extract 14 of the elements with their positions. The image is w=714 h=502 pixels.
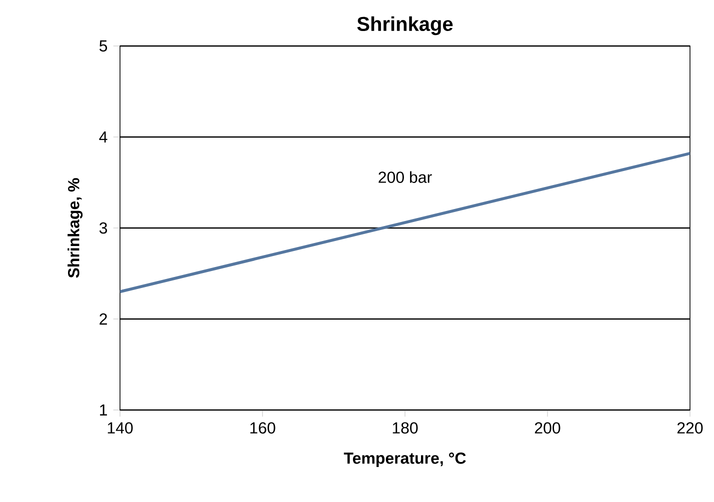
y-tick-label: 4 bbox=[99, 131, 108, 142]
x-tick-label: 200 bbox=[534, 422, 560, 434]
chart-title: Shrinkage bbox=[357, 16, 453, 36]
y-axis-title: Shrinkage, % bbox=[68, 178, 83, 278]
y-tick-label: 3 bbox=[99, 222, 108, 234]
y-tick-label: 1 bbox=[100, 404, 107, 416]
x-tick-label: 220 bbox=[677, 422, 703, 434]
x-axis-title: Temperature, °C bbox=[344, 452, 466, 468]
x-tick-label: 180 bbox=[392, 422, 418, 434]
text: 200 bar bbox=[378, 171, 432, 183]
y-tick-label: 5 bbox=[99, 40, 108, 52]
x-tick-label: 140 bbox=[108, 422, 133, 434]
x-tick-label: 160 bbox=[250, 422, 276, 434]
y-tick-label: 2 bbox=[100, 313, 107, 325]
